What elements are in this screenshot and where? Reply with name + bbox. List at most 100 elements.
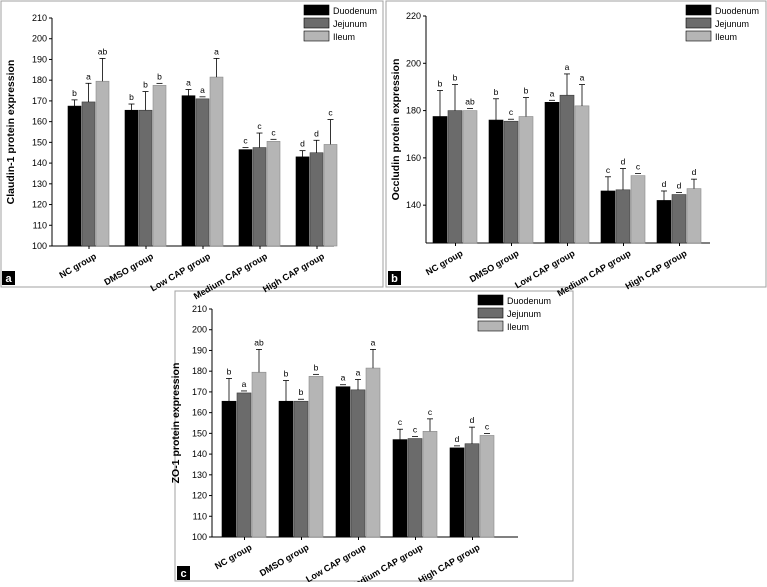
- panel-a-label: a: [5, 273, 12, 285]
- panel-a-legend-label: Jejunum: [333, 19, 367, 29]
- panel-a-bar-jejunum: [309, 152, 324, 247]
- panel-b-significance-label: d: [621, 157, 626, 167]
- panel-c-significance-label: c: [398, 417, 403, 427]
- panel-a-bar-duodenum: [238, 149, 253, 247]
- panel-c-significance-label: d: [470, 415, 475, 425]
- panel-a-y-axis-title: Claudin-1 protein expression: [5, 60, 17, 205]
- panel-a-significance-label: b: [143, 80, 148, 90]
- panel-c-label: c: [180, 568, 186, 580]
- panel-a-frame: [0, 0, 384, 288]
- panel-c-legend-label: Jejunum: [507, 309, 541, 319]
- panel-c-significance-label: c: [413, 425, 418, 435]
- panel-a-y-tick-label: 170: [32, 96, 47, 106]
- panel-a-bar-jejunum: [195, 98, 210, 247]
- panel-c-significance-label: a: [341, 373, 346, 383]
- panel-b-bar-jejunum: [671, 194, 687, 244]
- panel-c-significance-label: a: [356, 367, 361, 377]
- panel-c-legend-label: Duodenum: [507, 296, 551, 306]
- panel-b-significance-label: c: [636, 162, 641, 172]
- panel-c-significance-label: d: [455, 434, 460, 444]
- panel-c-bar-duodenum: [335, 386, 351, 538]
- panel-a-significance-label: c: [271, 127, 276, 137]
- panel-c-y-tick-label: 200: [192, 325, 207, 335]
- panel-c-bar-ileum: [308, 376, 324, 538]
- panel-c-bar-jejunum: [464, 443, 480, 538]
- panel-c-significance-label: a: [371, 337, 376, 347]
- panel-b-significance-label: c: [606, 165, 611, 175]
- panel-a-bar-ileum: [152, 85, 167, 247]
- panel-c-significance-label: b: [227, 366, 232, 376]
- panel-b-bar-duodenum: [600, 190, 616, 244]
- panel-b-bar-ileum: [686, 188, 702, 244]
- panel-a-y-tick-label: 100: [32, 241, 47, 251]
- panel-c-bar-ileum: [251, 371, 267, 538]
- panel-b-category-label: High CAP group: [623, 248, 688, 292]
- panel-a-legend-swatch-duodenum: [303, 4, 330, 16]
- panel-b-bar-duodenum: [544, 102, 560, 244]
- panel-a-bar-ileum: [323, 144, 338, 247]
- panel-c-bar-jejunum: [350, 389, 366, 538]
- panel-a-legend-label: Duodenum: [333, 6, 377, 16]
- panel-c-legend-swatch-duodenum: [477, 294, 504, 306]
- panel-b-bar-jejunum: [615, 189, 631, 244]
- panel-c-significance-label: b: [284, 369, 289, 379]
- panel-a-legend-swatch-jejunum: [303, 17, 330, 29]
- panel-b-bar-ileum: [574, 105, 590, 244]
- panel-a-y-tick-label: 140: [32, 158, 47, 168]
- panel-c-chart: 100 110 120 130 140 150 160 170 180 190 200 210 ZO-1…: [170, 294, 551, 587]
- panel-b-significance-label: c: [509, 107, 514, 117]
- panel-c-category-label: High CAP group: [416, 542, 481, 582]
- panel-a-category-label: NC group: [57, 251, 98, 280]
- panel-a-significance-label: c: [257, 121, 262, 131]
- panel-c-significance-label: b: [299, 387, 304, 397]
- panel-b-bar-duodenum: [656, 200, 672, 244]
- panel-a-bar-ileum: [266, 141, 281, 247]
- panel-a-significance-label: d: [314, 128, 319, 138]
- panel-a-significance-label: d: [300, 139, 305, 149]
- panel-a-y-tick-label: 130: [32, 179, 47, 189]
- panel-c-y-tick-label: 160: [192, 408, 207, 418]
- panel-c-category-label: DMSO group: [258, 542, 311, 578]
- panel-b-category-label: DMSO group: [468, 248, 521, 284]
- panel-b-legend-swatch-jejunum: [685, 17, 712, 29]
- panel-a-y-tick-label: 200: [32, 34, 47, 44]
- panel-c-legend-swatch-jejunum: [477, 307, 504, 319]
- panel-b-legend-label: Ileum: [715, 32, 737, 42]
- panel-b-significance-label: b: [453, 73, 458, 83]
- panel-a-bar-duodenum: [181, 95, 196, 247]
- panel-b-significance-label: d: [692, 167, 697, 177]
- panel-c-bar-ileum: [422, 430, 438, 538]
- panel-a-chart: 100 110 120 130 140 150 160 170 180 190 200 210 Clau…: [2, 4, 377, 301]
- panel-a-y-tick-label: 120: [32, 200, 47, 210]
- panel-c-bar-ileum: [365, 367, 381, 538]
- panel-a-bar-duodenum: [295, 156, 310, 247]
- panel-c-bar-duodenum: [449, 447, 465, 538]
- panel-c-bar-jejunum: [407, 438, 423, 538]
- panel-b-significance-label: a: [580, 73, 585, 83]
- panel-a-y-tick-label: 110: [33, 220, 47, 230]
- panel-a-legend-swatch-ileum: [303, 30, 330, 42]
- panel-c-bar-duodenum: [221, 400, 237, 538]
- panel-c-y-tick-label: 120: [192, 491, 207, 501]
- panel-b-bar-jejunum: [559, 94, 575, 244]
- panel-a-significance-label: a: [86, 71, 91, 81]
- panel-c-category-label: NC group: [213, 542, 254, 571]
- panel-a-significance-label: a: [200, 85, 205, 95]
- panel-c-bar-jejunum: [236, 392, 252, 538]
- panel-a-bar-duodenum: [124, 109, 139, 247]
- panel-a-bar-ileum: [209, 76, 224, 247]
- panel-b-significance-label: ab: [465, 97, 475, 107]
- panel-a-significance-label: a: [214, 46, 219, 56]
- panel-c-y-tick-label: 100: [192, 532, 207, 542]
- panel-c-label-badge: [177, 566, 190, 580]
- panel-b-bar-duodenum: [488, 119, 504, 244]
- panel-b-label-badge: [388, 271, 401, 285]
- panel-a-bar-jejunum: [81, 101, 96, 247]
- panel-c-y-tick-label: 210: [192, 304, 207, 314]
- panel-a-bar-ileum: [95, 80, 110, 247]
- panel-c-y-tick-label: 130: [192, 470, 207, 480]
- panel-b-y-tick-label: 220: [406, 11, 421, 21]
- panel-c-y-tick-label: 110: [193, 511, 207, 521]
